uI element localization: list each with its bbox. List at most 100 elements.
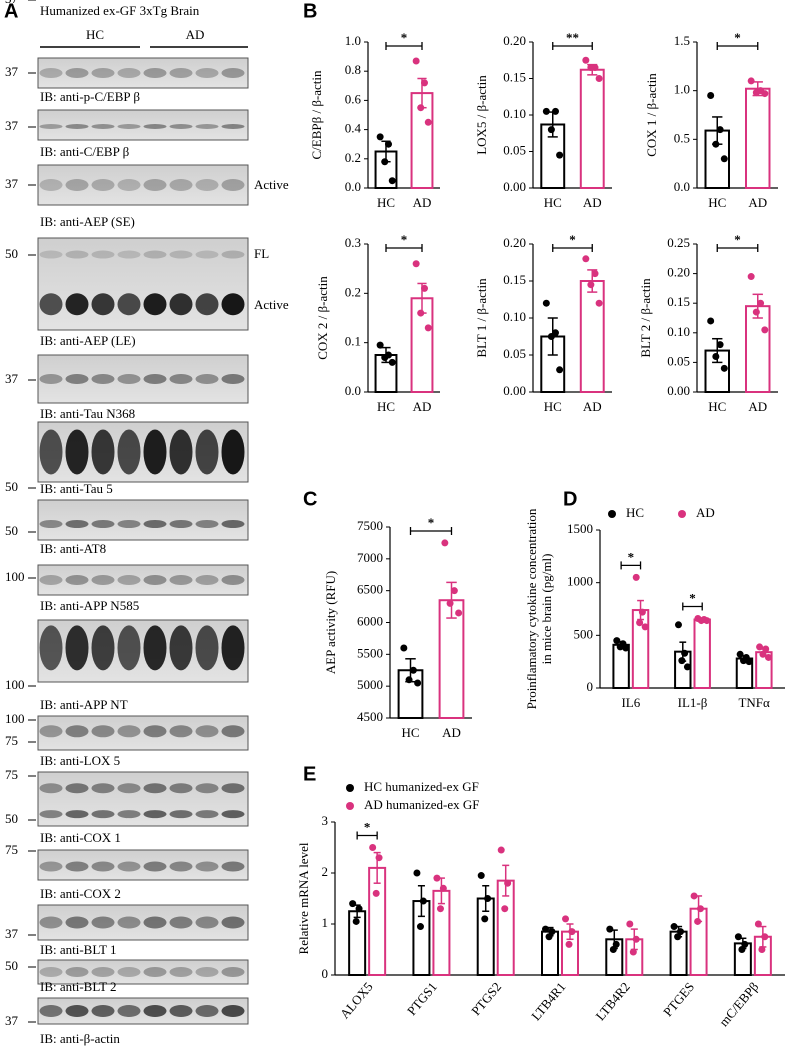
data-point — [754, 920, 762, 928]
y-tick-label: 6500 — [357, 582, 383, 597]
data-point — [542, 299, 550, 307]
y-tick-label: 0.05 — [503, 346, 526, 361]
blot-band — [117, 967, 141, 977]
blot-band — [221, 725, 245, 738]
blot-band — [195, 250, 219, 259]
sig-star: * — [428, 515, 435, 530]
data-point — [632, 935, 640, 943]
x-tick-label: ALOX5 — [337, 979, 376, 1021]
data-point — [433, 874, 441, 882]
legend-marker — [678, 510, 686, 518]
data-point — [405, 676, 413, 684]
blot-label: IB: anti-APP NT — [40, 697, 128, 712]
data-point — [400, 644, 408, 652]
y-tick-label: 500 — [574, 626, 594, 641]
data-point — [409, 666, 417, 674]
blot-band — [195, 967, 219, 977]
mw-marker: 100 — [5, 711, 25, 726]
data-point — [595, 75, 603, 82]
sig-star: * — [401, 30, 408, 45]
blot-band — [91, 810, 115, 819]
mw-marker: 50 — [5, 479, 18, 494]
mw-marker: 37 — [5, 176, 19, 191]
y-tick-label: 3 — [322, 813, 329, 828]
data-point — [683, 663, 691, 671]
data-point — [696, 905, 704, 913]
y-axis-label: Proinflamatory cytokine concentration — [524, 508, 539, 709]
blot — [37, 57, 249, 89]
blot-band — [143, 810, 167, 819]
band-label: Active — [254, 297, 289, 312]
blot-band — [195, 1005, 219, 1017]
y-tick-label: 7500 — [357, 518, 383, 533]
y-tick-label: 5000 — [357, 677, 383, 692]
data-point — [568, 928, 576, 936]
data-point — [497, 846, 505, 854]
data-point — [551, 107, 559, 115]
data-point — [355, 905, 363, 913]
blot-label: IB: anti-AT8 — [40, 541, 106, 556]
y-tick-label: 0.5 — [674, 130, 690, 145]
sig-star: * — [689, 590, 696, 605]
data-point — [762, 645, 770, 653]
data-point — [352, 917, 360, 925]
data-point — [441, 539, 449, 547]
blot-band — [91, 783, 115, 794]
blot-band — [39, 293, 63, 316]
blot-band — [143, 916, 167, 929]
blot-band — [169, 725, 193, 738]
y-axis-label: in mice brain (pg/ml) — [539, 554, 554, 665]
mw-marker: 100 — [5, 677, 25, 692]
y-axis-label: BLT 1 / β-actin — [474, 278, 489, 358]
y-tick-label: 0.2 — [345, 150, 361, 165]
data-point — [757, 299, 765, 307]
blot-band — [169, 1005, 193, 1017]
blot-label: IB: anti-BLT 2 — [40, 979, 117, 994]
blot-band — [65, 429, 89, 475]
data-point — [421, 79, 429, 87]
data-point — [747, 273, 755, 281]
blot-band — [117, 429, 141, 475]
band-label: FL — [254, 246, 269, 261]
blot-band — [195, 68, 219, 78]
y-tick-label: 0.10 — [667, 324, 690, 339]
x-tick-label: LTB4R2 — [592, 979, 632, 1023]
blot-band — [169, 861, 193, 872]
y-tick-label: 0.00 — [503, 383, 526, 398]
blot-band — [65, 725, 89, 738]
blot-band — [65, 783, 89, 794]
blot-band — [65, 293, 89, 316]
data-point — [759, 650, 767, 658]
blot-band — [91, 1005, 115, 1017]
y-tick-label: 1.0 — [345, 33, 361, 48]
data-point — [738, 946, 746, 953]
data-point — [547, 333, 555, 340]
blot-band — [169, 967, 193, 977]
blot-band — [117, 374, 141, 384]
data-point — [670, 923, 678, 931]
x-tick-label: IL1-β — [678, 695, 708, 710]
blot-band — [39, 967, 63, 977]
mw-marker: 75 — [5, 733, 18, 748]
data-point — [477, 872, 485, 880]
data-point — [484, 895, 492, 902]
data-point — [761, 90, 769, 98]
data-point — [674, 621, 682, 629]
blot — [37, 354, 249, 404]
blot-band — [195, 810, 219, 819]
data-point — [707, 317, 715, 325]
blot-band — [39, 783, 63, 794]
y-axis-label: COX 2 / β-actin — [315, 276, 330, 360]
blot — [37, 771, 249, 827]
data-point — [381, 158, 389, 166]
blot-band — [91, 520, 115, 528]
blot-band — [169, 68, 193, 78]
x-tick-label: HC — [544, 195, 562, 210]
legend-marker — [608, 510, 616, 518]
y-tick-label: 5500 — [357, 645, 383, 660]
data-point — [694, 917, 702, 925]
y-tick-label: 6000 — [357, 613, 383, 628]
x-tick-label: AD — [748, 399, 767, 414]
data-point — [565, 940, 573, 948]
